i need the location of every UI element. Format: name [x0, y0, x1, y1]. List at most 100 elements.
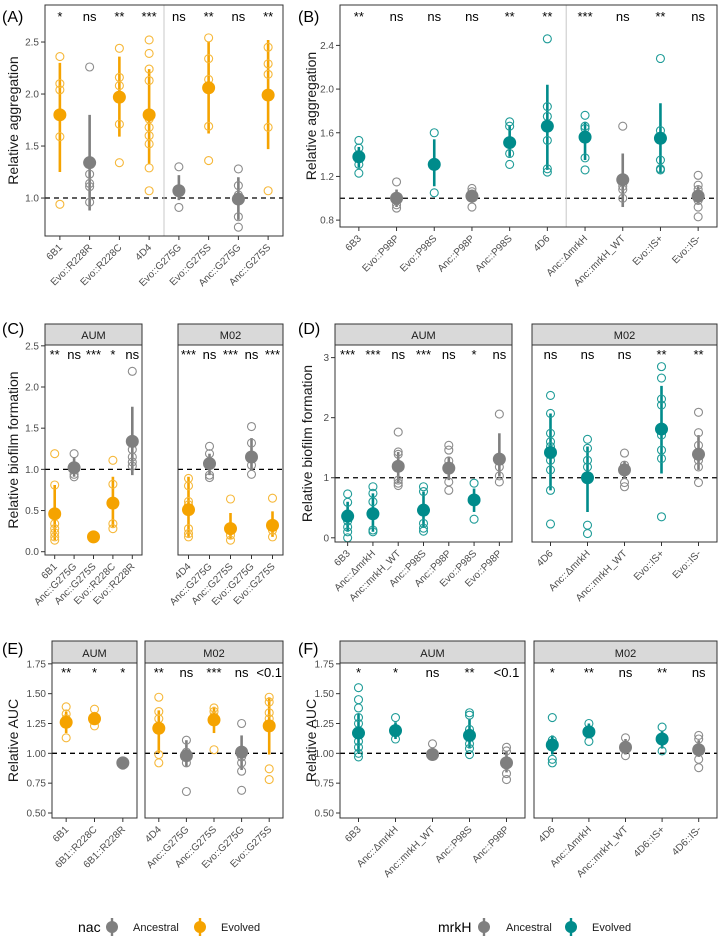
- panel-label: (B): [298, 9, 319, 26]
- x-tick-label: 4D6::IS-: [670, 824, 704, 858]
- plot-frame: [531, 344, 718, 543]
- data-point: [655, 155, 666, 165]
- x-tick-label: 4D4: [143, 824, 164, 845]
- y-tick-label: 0.50: [315, 808, 335, 819]
- mean-point: [203, 457, 216, 471]
- y-axis-title: Relative aggregation: [5, 56, 21, 184]
- significance-label: ***: [181, 347, 196, 362]
- data-point: [547, 754, 557, 764]
- data-point: [418, 526, 429, 536]
- significance-label: ***: [365, 347, 380, 362]
- y-axis-title: Relative AUC: [5, 699, 21, 782]
- significance-label: *: [550, 665, 555, 680]
- legend-label: Ancestral: [133, 922, 179, 934]
- plot-frame: [334, 344, 513, 543]
- mean-point: [142, 108, 156, 122]
- data-point: [204, 121, 214, 131]
- x-tick-label: 6B1: [45, 242, 66, 263]
- data-point: [50, 532, 60, 542]
- data-point: [353, 683, 364, 693]
- data-point: [50, 528, 60, 538]
- legend-mrkH: mrkH Ancestral Evolved: [438, 918, 631, 936]
- data-point: [144, 64, 154, 74]
- y-tick-label: 0.75: [27, 779, 47, 790]
- significance-label: ns: [245, 347, 259, 362]
- data-point: [418, 486, 429, 497]
- data-point: [580, 153, 590, 163]
- significance-label: ns: [544, 347, 558, 362]
- x-tick-label: Evo::IS-: [671, 548, 704, 581]
- mean-point: [691, 189, 705, 203]
- data-point: [61, 702, 71, 712]
- category-Anc::P98S: **Anc::P98S: [433, 665, 476, 866]
- y-tick-label: 2.5: [25, 38, 39, 49]
- plot-frame: [177, 344, 284, 556]
- data-point: [429, 188, 439, 198]
- data-point: [464, 710, 475, 720]
- significance-label: **: [693, 347, 703, 362]
- x-tick-label: Anc::P98S: [474, 233, 515, 274]
- y-tick-label: 2.5: [25, 341, 39, 352]
- data-point: [501, 746, 512, 756]
- data-point: [656, 362, 667, 372]
- significance-label: **: [505, 9, 515, 24]
- mean-point: [463, 728, 476, 742]
- y-tick-label: 3: [323, 353, 329, 364]
- data-point: [69, 449, 79, 459]
- data-point: [264, 775, 274, 785]
- data-point: [582, 455, 593, 465]
- mean-point: [692, 743, 706, 757]
- category-6B3: * 6B3: [343, 665, 365, 845]
- facet: M02ns4D6nsAnc::ΔmrkHnsAnc::mrkH_WT**Evo:…: [531, 323, 718, 604]
- x-tick-label: 4D6: [537, 824, 558, 845]
- data-point: [469, 478, 479, 488]
- mean-point: [261, 88, 275, 102]
- y-axis-title: Relative biofilm formation: [5, 371, 21, 528]
- mean-point: [540, 119, 554, 133]
- mean-point: [231, 192, 245, 206]
- x-tick-label: Anc::P98P: [470, 824, 511, 865]
- data-point: [225, 494, 236, 504]
- data-point: [85, 169, 95, 179]
- significance-label: ns: [442, 347, 456, 362]
- data-point: [429, 128, 439, 138]
- data-point: [108, 519, 118, 529]
- data-point: [354, 168, 364, 178]
- data-point: [418, 482, 429, 492]
- facet: M02*4D6**Anc::ΔmrkHnsAnc::mrkH_WT**4D6::…: [533, 640, 718, 880]
- significance-label: *: [393, 665, 398, 680]
- data-point: [263, 69, 273, 79]
- significance-label: *: [110, 347, 115, 362]
- data-point: [61, 733, 71, 743]
- significance-label: **: [542, 9, 552, 24]
- data-point: [343, 522, 353, 532]
- data-point: [657, 746, 667, 756]
- data-point: [108, 455, 118, 465]
- data-point: [393, 427, 403, 437]
- significance-label: ns: [203, 347, 217, 362]
- data-point: [542, 167, 552, 177]
- data-point: [183, 473, 194, 483]
- legend-title: mrkH: [438, 919, 471, 935]
- significance-label: *: [120, 665, 125, 680]
- data-point: [694, 734, 704, 744]
- data-point: [50, 449, 60, 459]
- significance-label: ***: [206, 665, 221, 680]
- significance-label: **: [655, 9, 665, 24]
- y-tick-label: 1.0: [25, 465, 39, 476]
- data-point: [391, 177, 402, 187]
- mean-point: [390, 191, 404, 205]
- data-point: [494, 477, 504, 487]
- data-point: [174, 202, 184, 212]
- data-point: [183, 481, 194, 491]
- data-point: [655, 165, 666, 175]
- y-tick-label: 0.8: [320, 216, 334, 227]
- panel-label: (C): [2, 321, 24, 338]
- mean-point: [83, 156, 97, 170]
- y-tick-label: 1.75: [27, 659, 47, 670]
- y-tick-label: 0.0: [25, 547, 39, 558]
- data-point: [656, 394, 667, 404]
- significance-label: ***: [86, 347, 101, 362]
